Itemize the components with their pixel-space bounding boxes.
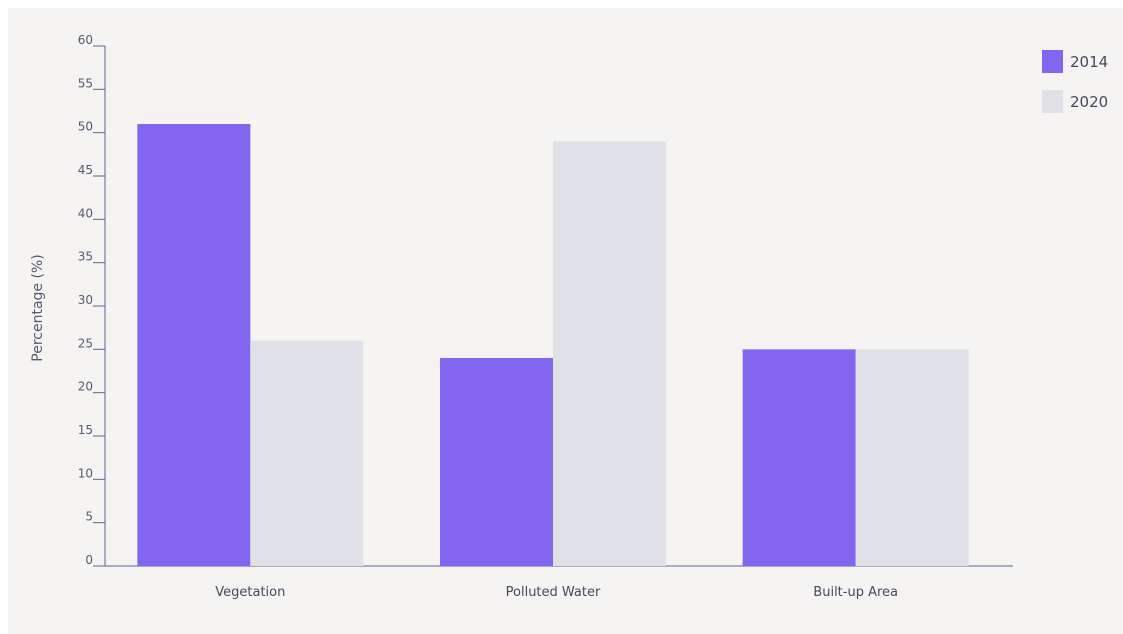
bar-built-up-area-2014: [742, 349, 856, 566]
x-category-label: Polluted Water: [506, 585, 601, 600]
bar-polluted-water-2020: [553, 141, 666, 567]
y-tick-label: 20: [78, 380, 93, 394]
legend: 2014 2020: [1042, 50, 1108, 113]
y-tick-label: 30: [78, 293, 93, 307]
legend-swatch-2020: [1042, 90, 1063, 113]
y-tick-label: 45: [78, 163, 93, 177]
y-tick-label: 50: [78, 120, 93, 134]
bar-vegetation-2020: [250, 340, 364, 566]
y-tick-label: 10: [78, 466, 93, 480]
x-category-label: Built-up Area: [813, 585, 898, 600]
bar-built-up-area-2020: [855, 349, 969, 566]
y-tick-label: 35: [78, 250, 93, 264]
legend-label-2020: 2020: [1070, 93, 1108, 111]
legend-swatch-2014: [1042, 50, 1063, 73]
category-labels: Vegetation Polluted Water Built-up Area: [215, 585, 898, 600]
y-axis: 0 5 10 15 20 25 30 35 40 45 50 55 60: [78, 33, 106, 567]
bar-vegetation-2014: [137, 124, 251, 566]
y-tick-label: 25: [78, 336, 93, 350]
x-category-label: Vegetation: [215, 585, 285, 600]
y-tick-label: 0: [85, 553, 93, 567]
y-tick-label: 55: [78, 76, 93, 90]
y-tick-label: 15: [78, 423, 93, 437]
legend-label-2014: 2014: [1070, 53, 1108, 71]
bar-polluted-water-2014: [440, 358, 553, 566]
y-tick-label: 40: [78, 206, 93, 220]
y-tick-label: 5: [85, 510, 93, 524]
y-tick-label: 60: [78, 33, 93, 47]
bars: [137, 124, 969, 567]
y-axis-title: Percentage (%): [30, 254, 46, 361]
